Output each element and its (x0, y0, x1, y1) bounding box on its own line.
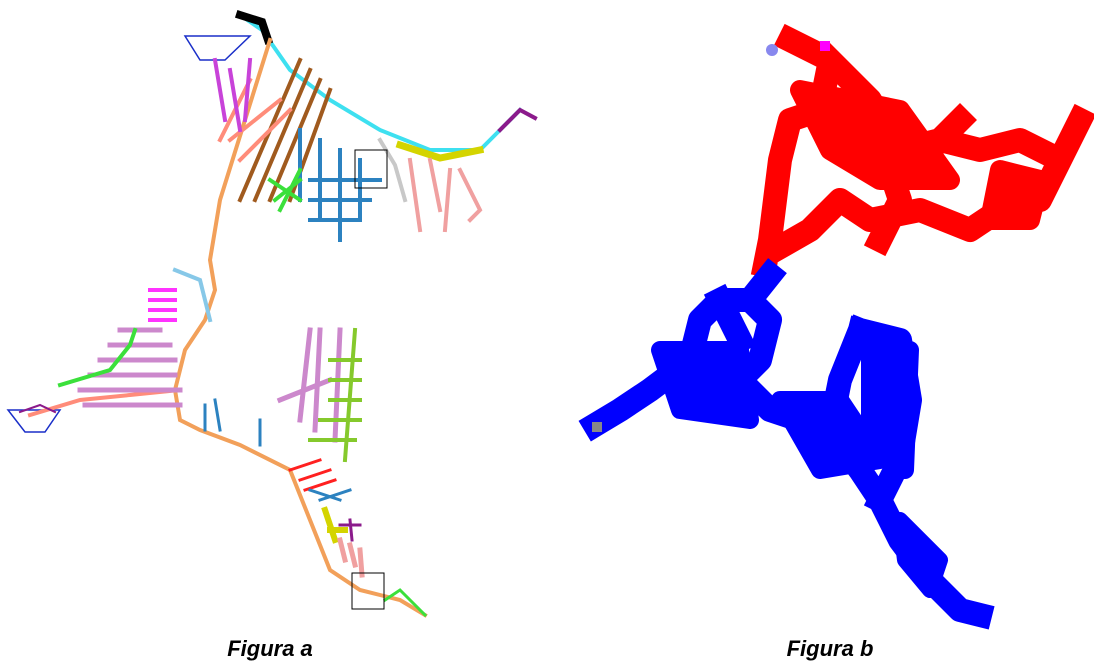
network-b (592, 40, 1080, 615)
caption: Figura a (120, 636, 420, 662)
caption: Figura b (680, 636, 980, 662)
figure-panel: Figura a Figura b (0, 0, 1094, 664)
network-a (8, 15, 535, 615)
network-maps (0, 0, 1094, 630)
